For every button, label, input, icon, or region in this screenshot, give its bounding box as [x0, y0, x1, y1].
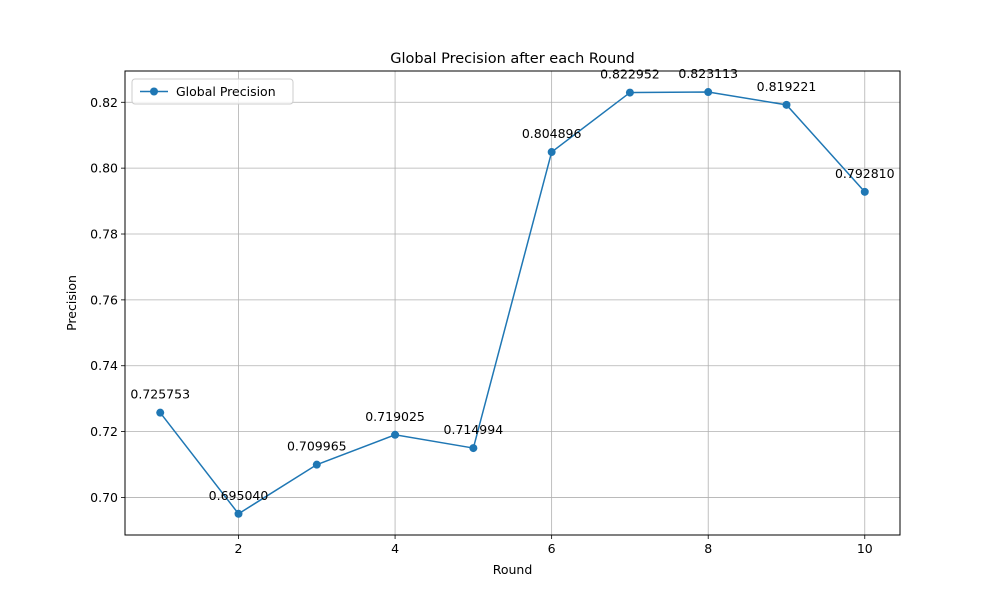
y-tick-label: 0.74 [90, 358, 118, 373]
data-point [704, 88, 713, 97]
data-label: 0.823113 [678, 66, 738, 81]
y-tick-label: 0.76 [90, 292, 118, 307]
legend-marker [150, 87, 158, 96]
data-point [860, 187, 869, 196]
y-axis-label: Precision [64, 275, 79, 331]
x-tick-label: 2 [235, 541, 243, 556]
data-label: 0.719025 [365, 409, 425, 424]
data-point [547, 148, 556, 157]
data-point [782, 100, 791, 109]
x-tick-label: 4 [391, 541, 399, 556]
x-tick-label: 10 [857, 541, 873, 556]
data-label: 0.822952 [600, 67, 660, 82]
data-label: 0.714994 [444, 422, 504, 437]
series-layer: 0.725753 0.695040 0.709965 0.719025 0.714994… [130, 66, 895, 518]
data-label: 0.709965 [287, 439, 347, 454]
y-tick-label: 0.78 [90, 227, 118, 242]
y-tick-label: 0.70 [90, 490, 118, 505]
legend-box [131, 78, 294, 105]
y-tick-label: 0.82 [90, 95, 118, 110]
legend-entry-global-precision: Global Precision [176, 84, 276, 99]
data-label: 0.792810 [835, 166, 895, 181]
y-tick-label: 0.72 [90, 424, 118, 439]
ticks: 2 4 6 8 10 0.70 0.72 0.74 0.76 0.78 0.80 0.82 [90, 95, 873, 556]
plot-frame [124, 70, 901, 536]
x-tick-label: 6 [548, 541, 556, 556]
data-point [391, 430, 400, 439]
data-point [234, 509, 243, 518]
y-tick-label: 0.80 [90, 161, 118, 176]
data-point [469, 444, 478, 453]
x-axis-label: Round [493, 562, 533, 577]
series-line-global-precision [159, 91, 866, 515]
grid [125, 71, 900, 535]
data-label: 0.804896 [522, 126, 582, 141]
x-tick-label: 8 [704, 541, 712, 556]
data-label: 0.695040 [209, 488, 269, 503]
data-point [156, 408, 165, 417]
data-label: 0.819221 [757, 79, 817, 94]
data-point [625, 88, 634, 97]
chart-title: Global Precision after each Round [390, 51, 635, 67]
legend: Global Precision [131, 78, 294, 105]
data-label: 0.725753 [130, 387, 190, 402]
data-point [312, 460, 321, 469]
